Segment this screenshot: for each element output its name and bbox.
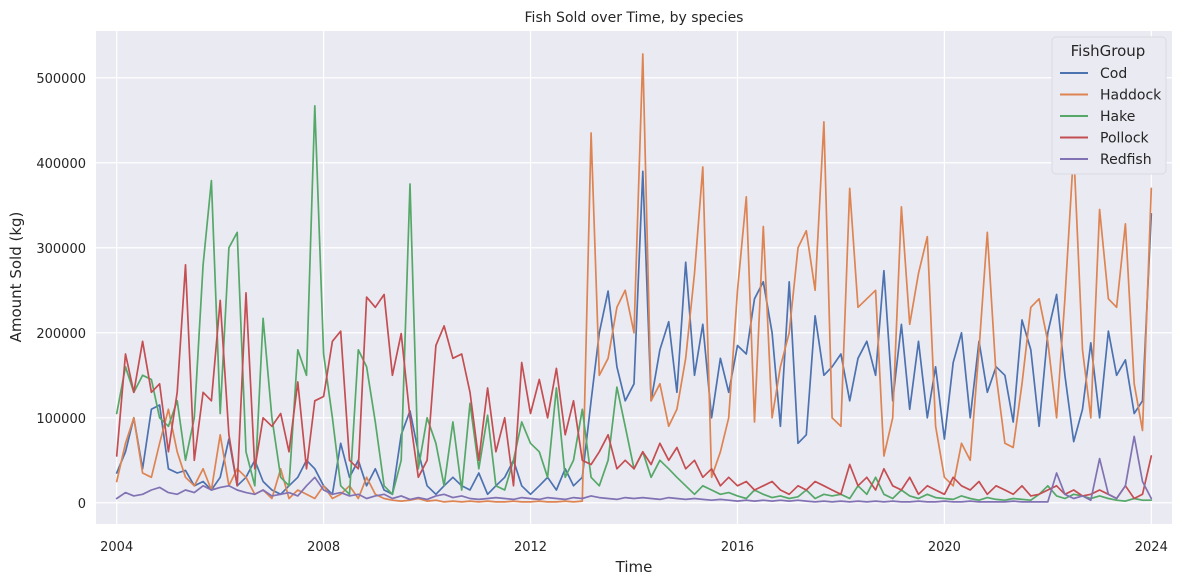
x-tick-label: 2016 bbox=[721, 540, 754, 555]
y-tick-label: 400000 bbox=[36, 157, 86, 172]
chart-title: Fish Sold over Time, by species bbox=[525, 10, 744, 26]
legend-items: Cod Haddock Hake Pollock Redfish bbox=[1060, 66, 1162, 168]
x-tick-labels: 2004 2008 2012 2016 2020 2024 bbox=[100, 540, 1168, 555]
x-tick-label: 2004 bbox=[100, 540, 133, 555]
x-tick-label: 2008 bbox=[307, 540, 340, 555]
x-tick-label: 2020 bbox=[928, 540, 961, 555]
legend-label-hake: Hake bbox=[1100, 109, 1135, 125]
x-axis-label: Time bbox=[615, 558, 653, 576]
x-tick-label: 2024 bbox=[1135, 540, 1168, 555]
x-tick-label: 2012 bbox=[514, 540, 547, 555]
legend-label-redfish: Redfish bbox=[1100, 152, 1152, 168]
series-line-pollock bbox=[115, 263, 1153, 500]
legend-title: FishGroup bbox=[1071, 42, 1146, 60]
y-tick-label: 500000 bbox=[36, 72, 86, 87]
series-line-redfish bbox=[115, 435, 1153, 503]
legend: FishGroup Cod Haddock Hake Pollock Redfish bbox=[1051, 36, 1167, 175]
series-layer bbox=[115, 53, 1153, 503]
y-tick-label: 300000 bbox=[36, 242, 86, 257]
legend-label-haddock: Haddock bbox=[1100, 88, 1162, 104]
legend-label-cod: Cod bbox=[1100, 66, 1127, 82]
y-tick-label: 0 bbox=[78, 497, 86, 512]
legend-frame bbox=[1051, 36, 1167, 175]
y-tick-label: 100000 bbox=[36, 412, 86, 427]
y-axis-label: Amount Sold (kg) bbox=[7, 212, 25, 343]
x-gridlines bbox=[116, 31, 1152, 524]
legend-label-pollock: Pollock bbox=[1100, 131, 1150, 147]
y-tick-labels: 0 100000 200000 300000 400000 500000 bbox=[36, 72, 86, 512]
y-tick-label: 200000 bbox=[36, 327, 86, 342]
series-line-haddock bbox=[115, 53, 1153, 503]
